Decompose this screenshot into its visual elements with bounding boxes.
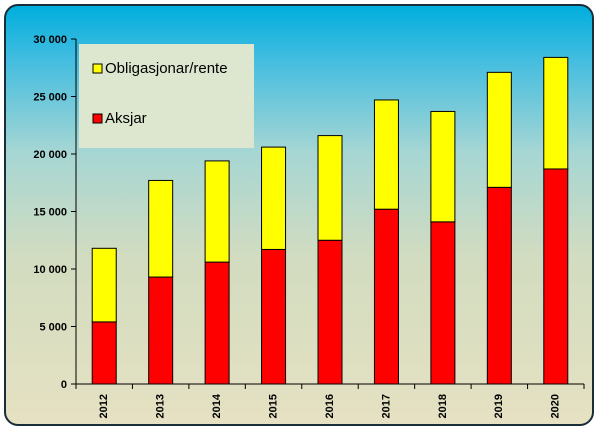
- legend-label-obligasjonar-rente: Obligasjonar/rente: [105, 60, 228, 77]
- bar-aksjar-2015: [261, 248, 287, 385]
- y-tick-label: 5 000: [39, 322, 67, 334]
- chart-frame: 0 5 000 10 000 15 000 20 000 25 000 30 000 2012…: [4, 4, 594, 426]
- x-tick-label-2016: 2016: [324, 394, 336, 418]
- bar-obligasjonar-rente-2013: [148, 179, 174, 278]
- bar-obligasjonar-rente-2016: [317, 135, 343, 241]
- bar-obligasjonar-rente-2015: [261, 146, 287, 250]
- y-tick-label: 25 000: [33, 92, 67, 104]
- bar-obligasjonar-rente-2019: [486, 71, 512, 188]
- x-tick-label-2018: 2018: [437, 394, 449, 418]
- legend-swatch-obligasjonar-rente: [92, 63, 103, 74]
- bar-aksjar-2020: [543, 168, 569, 385]
- bar-obligasjonar-rente-2017: [373, 99, 399, 210]
- y-tick-label: 0: [61, 379, 67, 391]
- x-tick-label-2020: 2020: [550, 394, 562, 418]
- bar-aksjar-2014: [204, 261, 230, 385]
- y-tick-label: 20 000: [33, 149, 67, 161]
- bar-aksjar-2013: [148, 276, 174, 385]
- stacked-bar-chart: 0 5 000 10 000 15 000 20 000 25 000 30 000 2012…: [33, 34, 585, 418]
- bar-obligasjonar-rente-2020: [543, 56, 569, 170]
- bar-aksjar-2017: [373, 208, 399, 385]
- bar-aksjar-2019: [486, 186, 512, 385]
- y-tick-label: 30 000: [33, 34, 67, 46]
- bar-obligasjonar-rente-2018: [430, 110, 456, 223]
- bar-aksjar-2012: [91, 321, 117, 385]
- x-tick-label-2012: 2012: [98, 394, 110, 418]
- y-tick-label: 15 000: [33, 207, 67, 219]
- legend-box: [79, 44, 254, 148]
- x-tick-label-2015: 2015: [267, 394, 279, 418]
- bar-obligasjonar-rente-2012: [91, 247, 117, 323]
- x-tick-label-2014: 2014: [211, 393, 223, 418]
- legend-label-aksjar: Aksjar: [105, 110, 147, 127]
- bar-aksjar-2018: [430, 221, 456, 385]
- x-tick-label-2019: 2019: [493, 394, 505, 418]
- bar-aksjar-2016: [317, 239, 343, 385]
- y-tick-label: 10 000: [33, 264, 67, 276]
- x-tick-label-2013: 2013: [155, 394, 167, 418]
- bar-obligasjonar-rente-2014: [204, 160, 230, 263]
- x-tick-label-2017: 2017: [380, 394, 392, 418]
- legend-swatch-aksjar: [92, 113, 103, 124]
